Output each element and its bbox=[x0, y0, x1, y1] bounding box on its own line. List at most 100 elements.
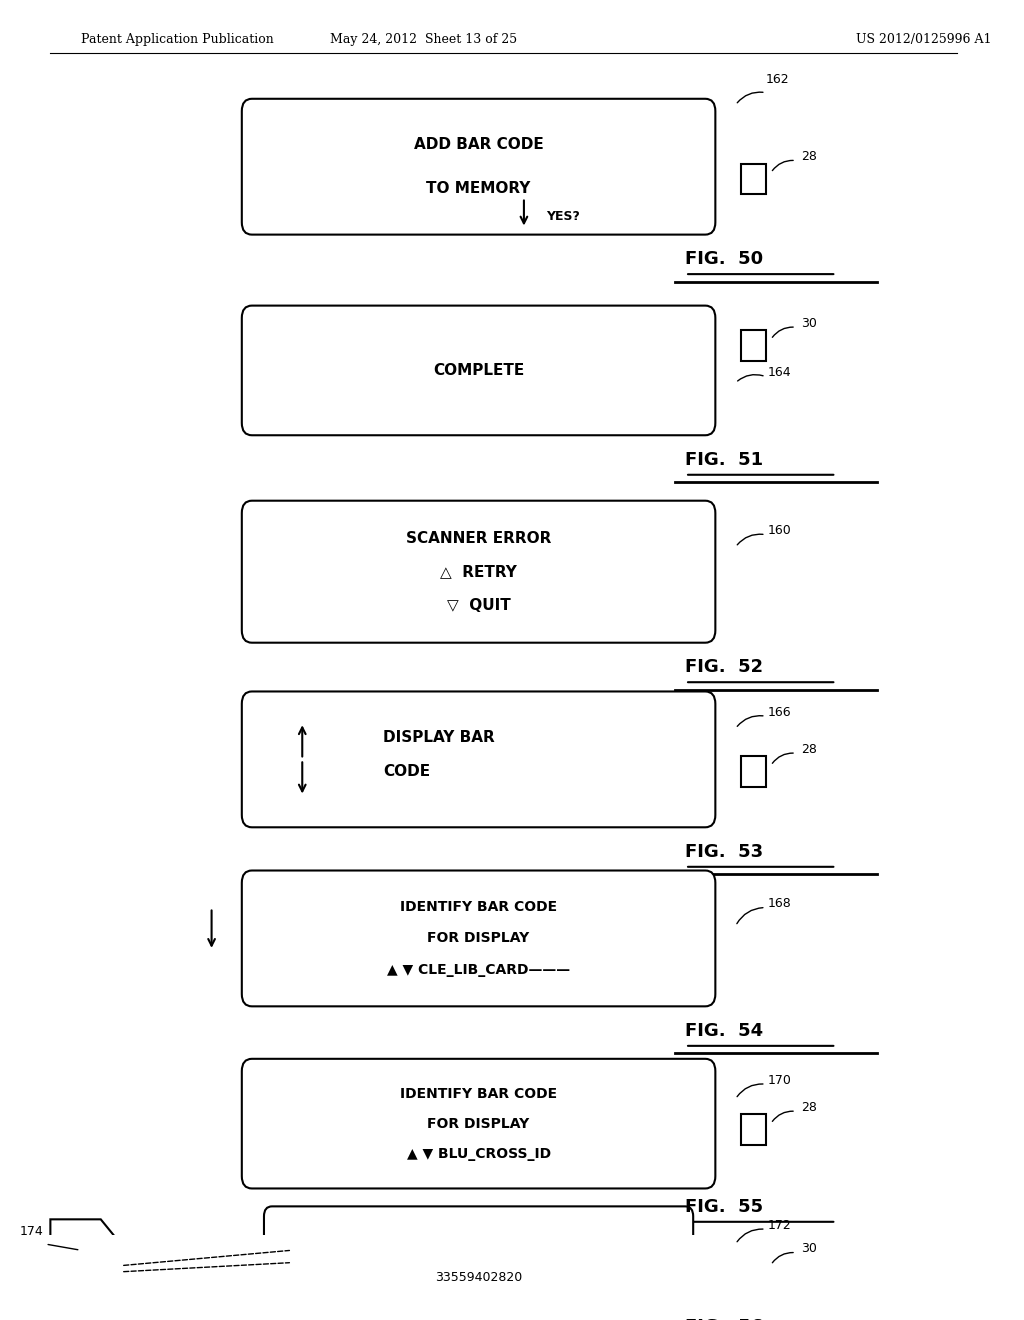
Bar bbox=[620, 1241, 621, 1276]
Text: FIG.  56: FIG. 56 bbox=[685, 1319, 763, 1320]
Bar bbox=[359, 1241, 362, 1276]
Text: SCANNER ERROR: SCANNER ERROR bbox=[406, 531, 551, 545]
Text: 166: 166 bbox=[768, 706, 792, 719]
Bar bbox=[389, 1241, 392, 1276]
Text: TO MEMORY: TO MEMORY bbox=[426, 181, 530, 197]
Bar bbox=[315, 1241, 317, 1276]
Bar bbox=[500, 1241, 503, 1276]
Text: 160: 160 bbox=[768, 524, 792, 537]
Text: COMPLETE: COMPLETE bbox=[433, 363, 524, 378]
Bar bbox=[522, 1241, 525, 1276]
Bar bbox=[442, 1241, 445, 1276]
Text: FOR DISPLAY: FOR DISPLAY bbox=[427, 1117, 529, 1131]
Text: FIG.  54: FIG. 54 bbox=[685, 1022, 763, 1040]
Bar bbox=[337, 1241, 339, 1276]
Bar bbox=[573, 1241, 574, 1276]
FancyBboxPatch shape bbox=[242, 870, 716, 1006]
Bar bbox=[508, 1241, 511, 1276]
Bar bbox=[452, 1241, 454, 1276]
Bar bbox=[349, 1241, 352, 1276]
FancyBboxPatch shape bbox=[740, 1114, 766, 1146]
Bar bbox=[369, 1241, 372, 1276]
Bar bbox=[438, 1241, 440, 1276]
Bar bbox=[537, 1241, 540, 1276]
Text: 28: 28 bbox=[801, 1101, 817, 1114]
Bar bbox=[473, 1241, 476, 1276]
Bar bbox=[326, 1241, 328, 1276]
Text: FIG.  52: FIG. 52 bbox=[685, 659, 763, 676]
Bar bbox=[543, 1241, 546, 1276]
Bar bbox=[577, 1241, 580, 1276]
Bar bbox=[403, 1241, 404, 1276]
Text: 30: 30 bbox=[801, 1242, 817, 1255]
Text: US 2012/0125996 A1: US 2012/0125996 A1 bbox=[856, 33, 992, 46]
Text: FIG.  50: FIG. 50 bbox=[685, 251, 763, 268]
Bar bbox=[558, 1241, 560, 1276]
Text: 33559402820: 33559402820 bbox=[435, 1271, 522, 1284]
Bar bbox=[610, 1241, 613, 1276]
Bar bbox=[456, 1241, 459, 1276]
FancyBboxPatch shape bbox=[740, 164, 766, 194]
Bar bbox=[335, 1241, 336, 1276]
Text: ▲ ▼ CLE_LIB_CARD———: ▲ ▼ CLE_LIB_CARD——— bbox=[387, 964, 570, 977]
Text: DISPLAY BAR: DISPLAY BAR bbox=[383, 730, 495, 744]
Text: May 24, 2012  Sheet 13 of 25: May 24, 2012 Sheet 13 of 25 bbox=[330, 33, 517, 46]
Text: IDENTIFY BAR CODE: IDENTIFY BAR CODE bbox=[400, 1086, 557, 1101]
Bar bbox=[393, 1241, 396, 1276]
Bar bbox=[330, 1241, 334, 1276]
Text: 28: 28 bbox=[801, 150, 817, 164]
Bar bbox=[465, 1241, 467, 1276]
Bar bbox=[478, 1241, 481, 1276]
FancyBboxPatch shape bbox=[242, 1059, 716, 1188]
FancyBboxPatch shape bbox=[242, 306, 716, 436]
Bar bbox=[378, 1241, 380, 1276]
Bar bbox=[432, 1241, 433, 1276]
Text: 168: 168 bbox=[768, 898, 792, 911]
Text: ▲ ▼ BLU_CROSS_ID: ▲ ▼ BLU_CROSS_ID bbox=[407, 1147, 551, 1160]
Bar bbox=[601, 1241, 604, 1276]
Text: 162: 162 bbox=[766, 74, 790, 86]
Text: YES?: YES? bbox=[547, 210, 581, 223]
FancyBboxPatch shape bbox=[264, 1206, 693, 1307]
Bar bbox=[435, 1241, 436, 1276]
Text: 164: 164 bbox=[768, 367, 792, 379]
Bar bbox=[341, 1241, 342, 1276]
Bar bbox=[344, 1241, 346, 1276]
FancyBboxPatch shape bbox=[740, 330, 766, 362]
Bar bbox=[416, 1241, 419, 1276]
Bar bbox=[548, 1241, 550, 1276]
FancyBboxPatch shape bbox=[740, 756, 766, 787]
Text: △  RETRY: △ RETRY bbox=[440, 564, 517, 579]
Bar bbox=[428, 1241, 430, 1276]
Bar bbox=[589, 1241, 591, 1276]
Text: FOR DISPLAY: FOR DISPLAY bbox=[427, 932, 529, 945]
Bar bbox=[469, 1241, 471, 1276]
Bar bbox=[504, 1241, 506, 1276]
Bar bbox=[512, 1241, 516, 1276]
Text: 172: 172 bbox=[768, 1218, 792, 1232]
Bar bbox=[397, 1241, 401, 1276]
Bar bbox=[312, 1241, 313, 1276]
Bar bbox=[492, 1241, 494, 1276]
Text: 28: 28 bbox=[801, 743, 817, 756]
FancyBboxPatch shape bbox=[242, 99, 716, 235]
Text: Patent Application Publication: Patent Application Publication bbox=[81, 33, 273, 46]
Bar bbox=[483, 1241, 485, 1276]
Bar bbox=[597, 1241, 599, 1276]
Bar bbox=[531, 1241, 534, 1276]
Bar bbox=[526, 1241, 528, 1276]
FancyBboxPatch shape bbox=[242, 500, 716, 643]
Text: FIG.  51: FIG. 51 bbox=[685, 451, 763, 469]
Bar bbox=[323, 1241, 324, 1276]
Bar bbox=[421, 1241, 423, 1276]
Bar bbox=[411, 1241, 414, 1276]
Bar bbox=[556, 1241, 557, 1276]
Bar bbox=[319, 1241, 322, 1276]
Text: FIG.  53: FIG. 53 bbox=[685, 843, 763, 861]
Bar bbox=[461, 1241, 463, 1276]
Text: ▽  QUIT: ▽ QUIT bbox=[446, 598, 510, 612]
Bar bbox=[594, 1241, 595, 1276]
Bar bbox=[615, 1241, 617, 1276]
Bar bbox=[426, 1241, 427, 1276]
FancyBboxPatch shape bbox=[242, 692, 716, 828]
